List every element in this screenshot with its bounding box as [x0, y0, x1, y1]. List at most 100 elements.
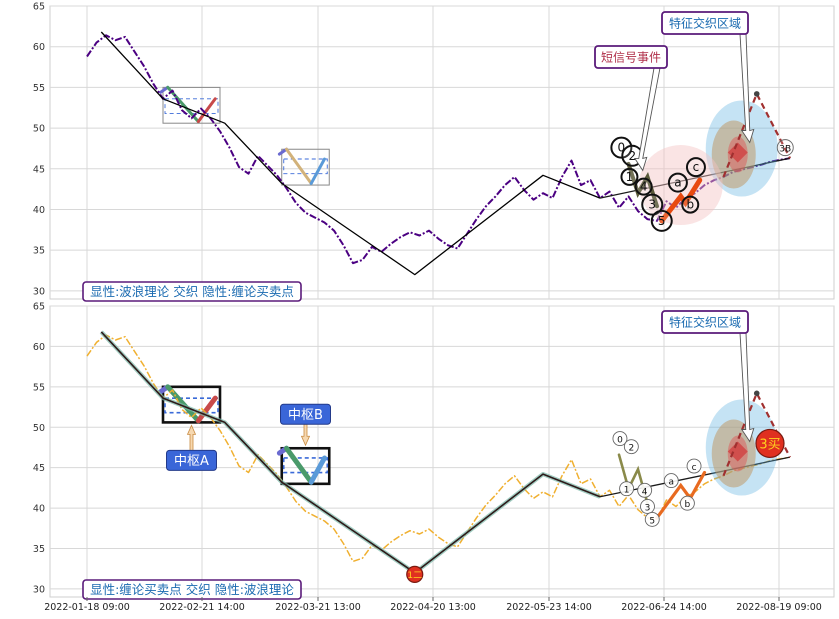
pivot-zone-box [161, 385, 222, 424]
y-tick-label: 35 [33, 544, 45, 555]
wave-point-marker [667, 172, 688, 193]
x-tick-label: 2022-08-19 09:00 [736, 602, 822, 613]
y-tick-label: 55 [33, 382, 45, 393]
callout-box [661, 11, 749, 35]
y-tick-label: 40 [33, 504, 45, 515]
y-tick-label: 30 [33, 584, 45, 595]
wave-point-label: 5 [658, 214, 666, 228]
projection-peak-dot [753, 390, 760, 397]
wave-point-marker [650, 209, 673, 232]
panel-legend-box [82, 579, 302, 600]
pivot-label-box [280, 403, 331, 425]
wave-point-marker [623, 439, 639, 455]
wave-point-label: 3B [779, 145, 791, 155]
wave-point-label: b [686, 198, 694, 212]
x-axis-tick-labels: 2022-01-18 09:00 2022-02-21 14:00 2022-03-… [44, 597, 822, 613]
pivot-zone-box [280, 446, 331, 486]
x-tick-label: 2022-02-21 14:00 [159, 602, 245, 613]
y-tick-label: 45 [33, 463, 45, 474]
x-tick-label: 2022-05-23 14:00 [506, 602, 592, 613]
x-tick-label: 2022-01-18 09:00 [44, 602, 130, 613]
panel-legend-label: 显性:波浪理论 交织 隐性:缠论买卖点 [90, 284, 294, 299]
bi-stroke-line [100, 331, 601, 574]
pivot-zone-box [281, 148, 330, 186]
callout-text: 特征交织区域 [669, 16, 741, 31]
wave-point-marker [619, 481, 635, 497]
pivot-label: 中枢B [288, 408, 323, 423]
wave-point-label: 1 [626, 170, 634, 184]
callout-text: 特征交织区域 [669, 315, 741, 330]
callout-arrow [739, 332, 755, 443]
wave-point-label: 4 [642, 487, 648, 497]
wave-point-marker [776, 139, 794, 157]
wave-sub-stroke [626, 161, 659, 209]
wave-point-label: c [693, 160, 700, 174]
y-tick-label: 65 [33, 302, 45, 313]
callout-text: 短信号事件 [601, 51, 661, 65]
y-tick-label: 40 [33, 205, 45, 216]
wave-point-label: 4 [640, 180, 648, 194]
signal-label: 3买 [759, 437, 780, 452]
callout-arrow [739, 33, 755, 144]
signal-marker [755, 428, 785, 459]
wave-point-label: 0 [617, 436, 623, 446]
wave-point-label: b [685, 500, 691, 510]
tail-line [599, 157, 791, 199]
rally-stroke [655, 470, 707, 520]
callout-box [594, 45, 668, 69]
wave-point-marker [679, 495, 695, 511]
panel-legend-label: 显性:缠论买卖点 交织 隐性:波浪理论 [90, 582, 294, 597]
pivot-stroke-segment [285, 147, 313, 185]
pivot-stroke-segment [196, 97, 217, 124]
wave-point-marker [663, 473, 679, 489]
pivot-stroke-segment [309, 157, 326, 185]
wave-point-label: a [668, 478, 674, 488]
price-series-line [86, 334, 791, 563]
y-tick-label: 65 [33, 2, 45, 13]
panel-legend-box [82, 281, 302, 302]
wave-point-label: 0 [618, 141, 626, 155]
x-tick-label: 2022-04-20 13:00 [390, 602, 476, 613]
wave-point-marker [644, 511, 660, 527]
wave-zigzag-line [100, 31, 601, 276]
pivot-label-box [166, 449, 217, 471]
y-tick-label: 50 [33, 124, 45, 135]
pivot-stroke-segment [195, 395, 218, 424]
short-signal-blob [638, 145, 723, 226]
wave-point-marker [610, 136, 633, 159]
y-tick-label: 55 [33, 83, 45, 94]
wave-point-label: c [692, 463, 697, 473]
signal-label: 1二 [407, 571, 422, 581]
wave-point-marker [641, 193, 664, 216]
wave-point-marker [637, 482, 653, 498]
wave-point-label: 2 [628, 149, 636, 163]
interwoven-diamond [727, 142, 748, 163]
wave-point-label: 1 [624, 486, 630, 496]
wave-point-label: 3 [645, 503, 651, 513]
y-tick-label: 50 [33, 423, 45, 434]
wave-point-label: 3 [648, 198, 656, 212]
y-tick-label: 60 [33, 42, 45, 53]
wave-point-label: a [674, 176, 681, 190]
pivot-stroke-segment [308, 455, 327, 485]
wave-point-marker [612, 431, 628, 447]
callout-arrow [633, 67, 661, 172]
wave-point-marker [640, 499, 655, 514]
projection-peak-dot [753, 91, 760, 97]
wave-point-label: 5 [649, 516, 655, 526]
y-tick-label: 35 [33, 246, 45, 257]
y-tick-label: 30 [33, 286, 45, 297]
pivot-zone-box [162, 86, 221, 124]
interwoven-diamond [727, 441, 748, 462]
pivot-stroke-segment [284, 445, 314, 485]
y-tick-label: 60 [33, 342, 45, 353]
signal-marker [406, 565, 424, 583]
top-chart-panel: 3035404550556065021435abc3B特征交织区域短信号事件显性… [33, 2, 835, 302]
y-tick-label: 45 [33, 164, 45, 175]
wave-point-marker [634, 177, 653, 196]
wave-point-label: 2 [628, 444, 634, 454]
wave-point-marker [685, 157, 706, 178]
wave-point-marker [681, 195, 700, 214]
wave-point-marker [686, 458, 702, 474]
